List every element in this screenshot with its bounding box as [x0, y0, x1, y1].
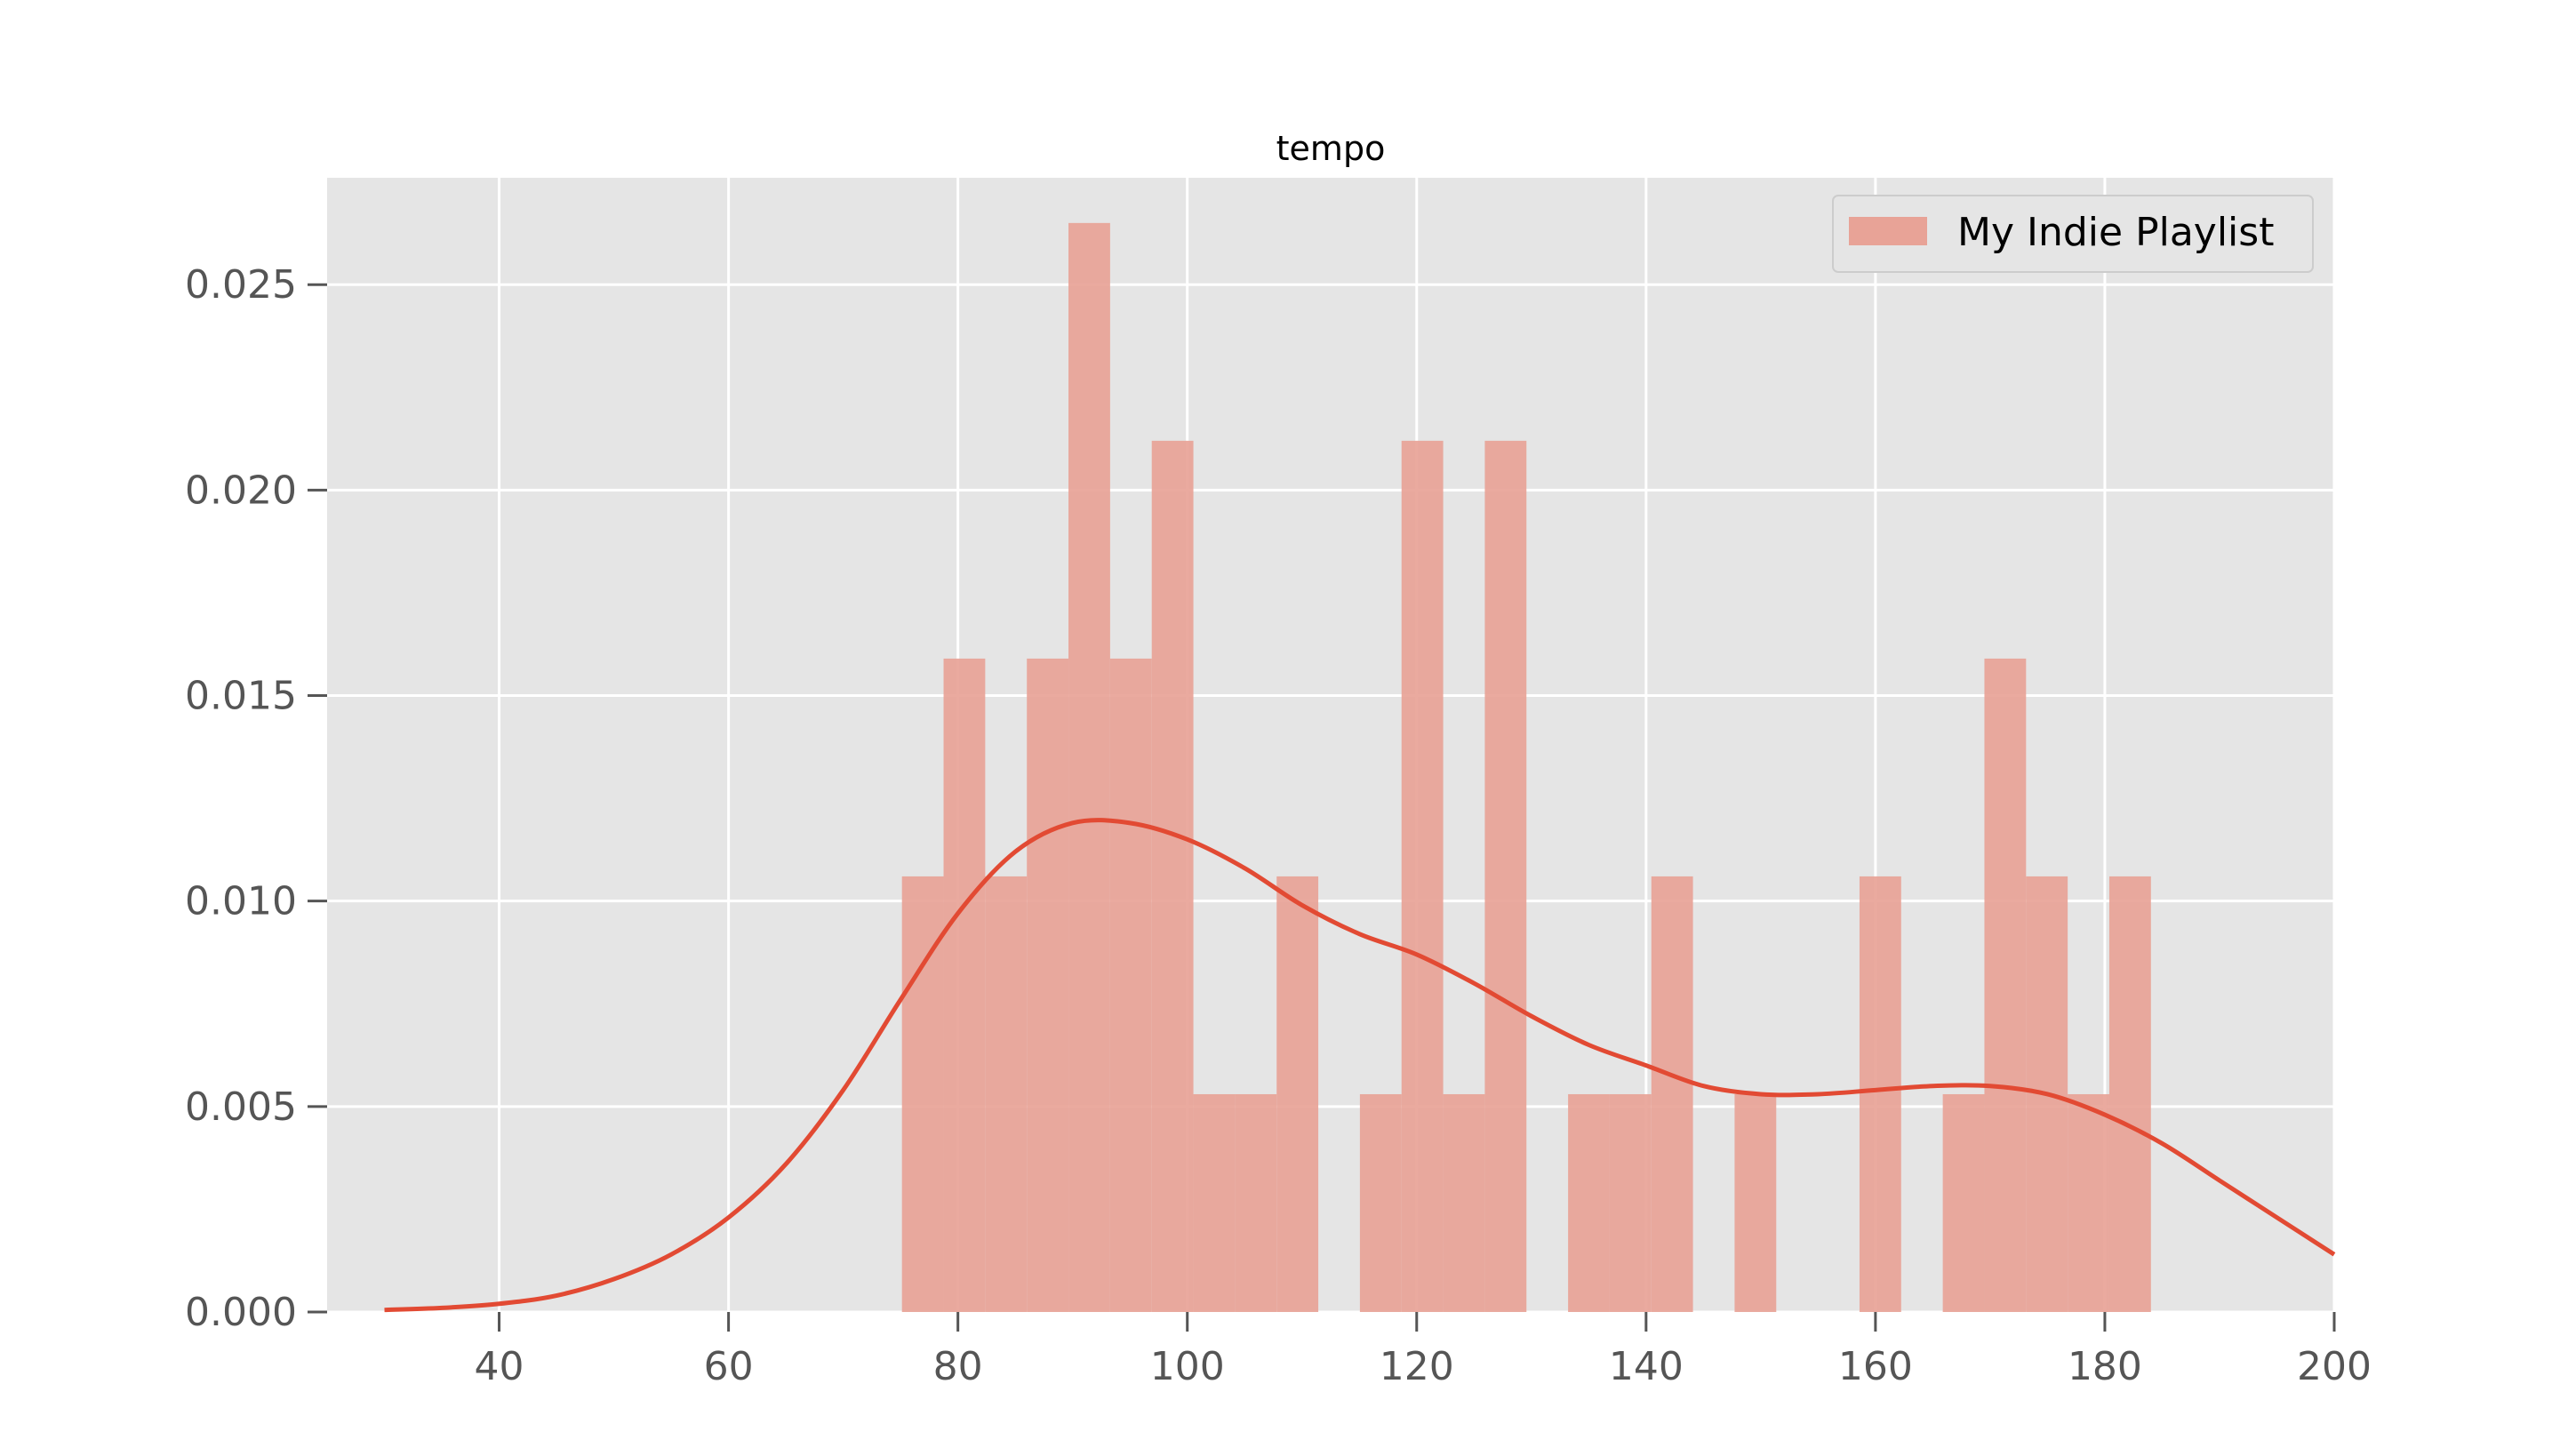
y-tick-label: 0.005 — [185, 1084, 297, 1130]
kde-line — [384, 818, 2336, 1313]
histogram-bar — [1484, 440, 1527, 1313]
histogram-bar — [1151, 440, 1194, 1313]
histogram-bar — [985, 876, 1028, 1312]
histogram-bar — [2108, 876, 2151, 1312]
histogram-bar — [1942, 1093, 1985, 1312]
y-tick-label: 0.000 — [185, 1290, 297, 1335]
histogram-bar — [1401, 440, 1444, 1313]
legend-box — [1832, 195, 2314, 273]
y-tick-label: 0.015 — [185, 674, 297, 719]
histogram-bar — [1651, 876, 1693, 1312]
x-tick-label: 140 — [1609, 1344, 1684, 1389]
histogram-bar — [1235, 1093, 1277, 1312]
histogram-bar — [1609, 1093, 1652, 1312]
histogram-bar — [1568, 1093, 1610, 1312]
chart-title: tempo — [1276, 129, 1386, 168]
legend-label: My Indie Playlist — [1957, 210, 2274, 255]
x-tick-label: 100 — [1150, 1344, 1225, 1389]
y-tick-label: 0.025 — [185, 262, 297, 308]
x-tick-label: 60 — [704, 1344, 754, 1389]
x-tick-label: 200 — [2297, 1344, 2372, 1389]
histogram-bars — [901, 222, 2151, 1313]
histogram-bar — [943, 658, 986, 1312]
y-tick-label: 0.010 — [185, 879, 297, 924]
histogram-bar — [2068, 1093, 2109, 1312]
x-tick-label: 80 — [933, 1344, 983, 1389]
histogram-bar — [1734, 1093, 1777, 1312]
legend-swatch — [1849, 217, 1927, 245]
histogram-bar — [1276, 876, 1319, 1312]
x-tick-label: 40 — [475, 1344, 524, 1389]
histogram-bar — [1984, 658, 2027, 1312]
histogram-bar — [1859, 876, 1901, 1312]
x-axis: 40 60 80 100 120 140 160 180 200 — [475, 1312, 2372, 1389]
histogram-bar — [1027, 658, 1069, 1312]
histogram-bar — [1068, 222, 1110, 1312]
x-tick-label: 180 — [2068, 1344, 2142, 1389]
histogram-bar — [1443, 1093, 1485, 1312]
y-axis: 0.000 0.005 0.010 0.015 0.020 0.025 — [185, 262, 327, 1335]
histogram-bar — [1359, 1093, 1402, 1312]
legend: My Indie Playlist — [1832, 195, 2314, 273]
x-tick-label: 120 — [1380, 1344, 1454, 1389]
histogram-bar — [901, 876, 944, 1312]
y-tick-label: 0.020 — [185, 468, 297, 513]
x-tick-label: 160 — [1838, 1344, 1913, 1389]
histogram-bar — [1193, 1093, 1236, 1312]
histogram-bar — [1109, 658, 1152, 1312]
